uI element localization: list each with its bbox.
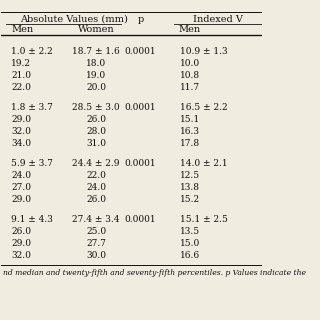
Text: 22.0: 22.0 [86,171,106,180]
Text: 22.0: 22.0 [11,83,31,92]
Text: 10.9 ± 1.3: 10.9 ± 1.3 [180,47,227,56]
Text: Indexed V: Indexed V [193,15,243,24]
Text: 0.0001: 0.0001 [124,215,156,224]
Text: 19.2: 19.2 [11,59,31,68]
Text: 1.8 ± 3.7: 1.8 ± 3.7 [11,103,53,112]
Text: 27.7: 27.7 [86,239,106,248]
Text: 10.8: 10.8 [180,71,200,80]
Text: 1.0 ± 2.2: 1.0 ± 2.2 [11,47,53,56]
Text: 19.0: 19.0 [86,71,106,80]
Text: 27.0: 27.0 [11,183,31,192]
Text: 18.7 ± 1.6: 18.7 ± 1.6 [72,47,120,56]
Text: 20.0: 20.0 [86,83,106,92]
Text: 5.9 ± 3.7: 5.9 ± 3.7 [11,159,53,168]
Text: 28.0: 28.0 [86,127,106,136]
Text: p: p [137,15,144,24]
Text: 11.7: 11.7 [180,83,200,92]
Text: 12.5: 12.5 [180,171,200,180]
Text: 32.0: 32.0 [11,252,31,260]
Text: 16.5 ± 2.2: 16.5 ± 2.2 [180,103,227,112]
Text: 32.0: 32.0 [11,127,31,136]
Text: 16.6: 16.6 [180,252,200,260]
Text: 28.5 ± 3.0: 28.5 ± 3.0 [72,103,120,112]
Text: 13.5: 13.5 [180,227,200,236]
Text: Men: Men [11,25,33,34]
Text: 34.0: 34.0 [11,139,31,148]
Text: 17.8: 17.8 [180,139,200,148]
Text: 15.1 ± 2.5: 15.1 ± 2.5 [180,215,228,224]
Text: 26.0: 26.0 [86,115,106,124]
Text: nd median and twenty-fifth and seventy-fifth percentiles. p Values indicate the: nd median and twenty-fifth and seventy-f… [3,269,306,277]
Text: 29.0: 29.0 [11,115,31,124]
Text: 15.1: 15.1 [180,115,200,124]
Text: 16.3: 16.3 [180,127,200,136]
Text: 9.1 ± 4.3: 9.1 ± 4.3 [11,215,53,224]
Text: 14.0 ± 2.1: 14.0 ± 2.1 [180,159,227,168]
Text: 26.0: 26.0 [11,227,31,236]
Text: 24.0: 24.0 [86,183,106,192]
Text: 13.8: 13.8 [180,183,200,192]
Text: Absolute Values (mm): Absolute Values (mm) [20,15,128,24]
Text: 24.4 ± 2.9: 24.4 ± 2.9 [72,159,120,168]
Text: 31.0: 31.0 [86,139,106,148]
Text: 15.0: 15.0 [180,239,200,248]
Text: Women: Women [78,25,114,34]
Text: 25.0: 25.0 [86,227,106,236]
Text: 0.0001: 0.0001 [124,47,156,56]
Text: 29.0: 29.0 [11,195,31,204]
Text: 30.0: 30.0 [86,252,106,260]
Text: Men: Men [179,25,201,34]
Text: 29.0: 29.0 [11,239,31,248]
Text: 26.0: 26.0 [86,195,106,204]
Text: 24.0: 24.0 [11,171,31,180]
Text: 21.0: 21.0 [11,71,31,80]
Text: 18.0: 18.0 [86,59,106,68]
Text: 27.4 ± 3.4: 27.4 ± 3.4 [72,215,120,224]
Text: 15.2: 15.2 [180,195,200,204]
Text: 0.0001: 0.0001 [124,103,156,112]
Text: 0.0001: 0.0001 [124,159,156,168]
Text: 10.0: 10.0 [180,59,200,68]
